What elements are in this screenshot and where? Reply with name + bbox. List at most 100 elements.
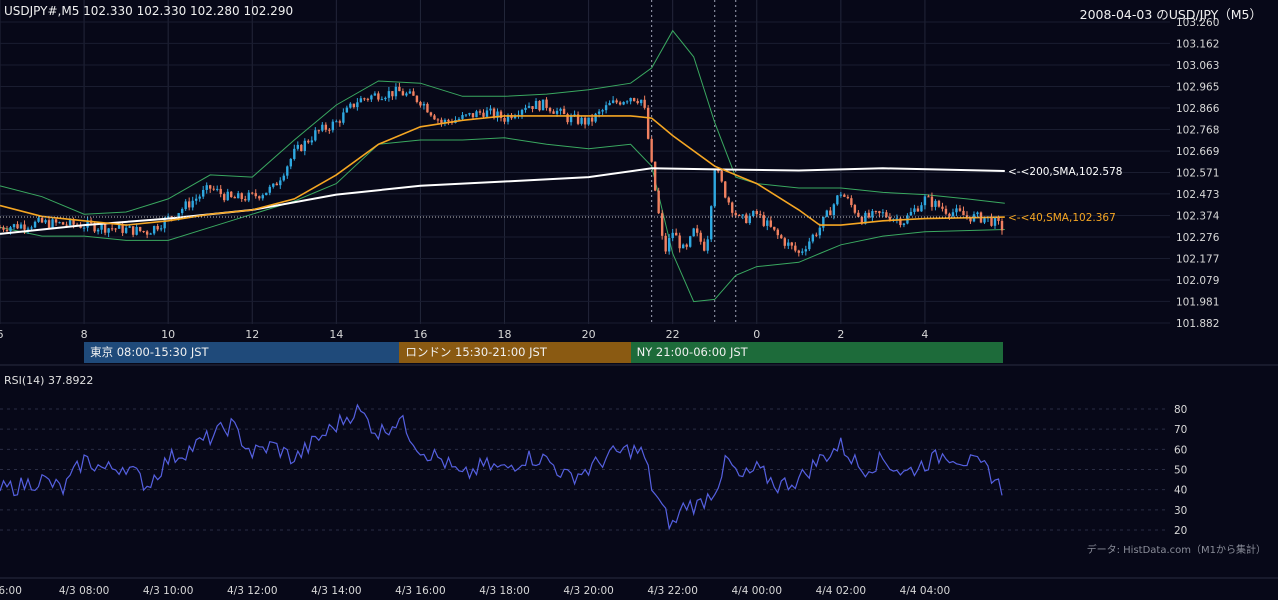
candle-body: [159, 228, 163, 230]
candle-body: [44, 220, 47, 223]
candle-body: [317, 130, 321, 132]
candle-body: [429, 112, 433, 116]
candle-body: [674, 232, 678, 236]
x-tick-label: 16: [413, 328, 427, 341]
candle-body: [731, 202, 734, 213]
candle-body: [639, 99, 643, 104]
time-axis-label: 4/3 16:00: [395, 585, 446, 597]
candle-body: [307, 140, 310, 143]
candle-body: [296, 144, 300, 149]
candle-body: [815, 234, 818, 236]
candle-body: [345, 107, 349, 113]
candle-body: [180, 209, 184, 214]
candle-body: [927, 196, 930, 198]
candle-body: [899, 218, 902, 226]
candle-body: [829, 210, 832, 216]
candle-body: [843, 194, 846, 197]
candle-body: [247, 192, 250, 201]
candle-body: [275, 183, 278, 186]
x-tick-label: 12: [245, 328, 259, 341]
candle-body: [724, 181, 727, 198]
candle-body: [12, 224, 16, 228]
candle-body: [433, 115, 436, 120]
candle-body: [464, 114, 468, 116]
candle-body: [387, 91, 391, 98]
x-tick-label: 22: [666, 328, 680, 341]
candle-body: [226, 191, 229, 201]
candle-body: [398, 86, 401, 92]
candle-body: [370, 95, 373, 100]
candle-body: [352, 103, 356, 108]
candle-body: [871, 211, 874, 218]
candle-body: [552, 111, 555, 114]
time-axis-label: 4/3 08:00: [59, 585, 110, 597]
rsi-tick-label: 20: [1174, 525, 1187, 537]
candle-body: [699, 232, 702, 242]
candle-body: [590, 117, 594, 122]
candle-body: [261, 195, 264, 199]
candle-body: [240, 193, 243, 200]
candle-body: [447, 119, 450, 122]
candle-body: [149, 233, 152, 235]
candle-body: [776, 229, 779, 236]
candle-body: [653, 161, 657, 191]
candle-body: [801, 251, 804, 253]
candle-body: [468, 113, 471, 115]
candle-body: [233, 196, 236, 199]
y-tick-label: 103.162: [1176, 38, 1219, 50]
candle-body: [527, 106, 531, 108]
candle-body: [587, 117, 590, 125]
candle-body: [836, 195, 839, 205]
candle-body: [335, 121, 338, 123]
candle-body: [9, 227, 12, 232]
sma40-label: <-<40,SMA,102.367: [1008, 212, 1116, 224]
candle-body: [384, 97, 387, 100]
candle-body: [443, 119, 447, 123]
candle-body: [745, 214, 748, 224]
candle-body: [440, 119, 443, 123]
candle-body: [741, 214, 744, 216]
candle-body: [538, 100, 541, 111]
candle-body: [314, 130, 317, 141]
session-tokyo: 東京 08:00-15:30 JST: [84, 342, 400, 363]
candle-body: [338, 121, 342, 123]
candle-body: [618, 102, 622, 105]
time-axis-label: 4/3 20:00: [563, 585, 614, 597]
candle-body: [258, 196, 261, 199]
candle-body: [611, 100, 615, 103]
candle-body: [79, 225, 82, 228]
candle-body: [16, 224, 19, 229]
rsi-line: [0, 403, 1003, 531]
candle-body: [156, 225, 159, 230]
candle-body: [825, 210, 829, 217]
candle-body: [864, 212, 867, 224]
rsi-tick-label: 40: [1174, 485, 1187, 497]
candle-body: [324, 124, 328, 130]
candle-body: [867, 212, 871, 218]
candle-body: [748, 216, 751, 224]
y-tick-label: 102.669: [1176, 146, 1219, 158]
candle-body: [752, 210, 755, 217]
candle-body: [902, 223, 906, 226]
candle-body: [930, 196, 934, 207]
y-tick-label: 102.571: [1176, 168, 1219, 180]
time-axis-label: 4/3 12:00: [227, 585, 278, 597]
candle-body: [580, 117, 583, 124]
candle-body: [461, 115, 464, 119]
candle-body: [513, 116, 517, 119]
candle-body: [216, 188, 219, 190]
candle-body: [548, 107, 552, 112]
candle-body: [272, 183, 275, 187]
candle-body: [934, 200, 937, 207]
rsi-tick-label: 50: [1174, 465, 1187, 477]
candle-body: [209, 185, 212, 189]
candle-body: [26, 228, 30, 230]
candle-body: [191, 200, 194, 208]
candle-body: [279, 180, 282, 186]
candle-body: [163, 218, 166, 229]
candle-body: [58, 222, 61, 224]
y-tick-label: 103.063: [1176, 60, 1219, 72]
candle-body: [254, 193, 257, 197]
